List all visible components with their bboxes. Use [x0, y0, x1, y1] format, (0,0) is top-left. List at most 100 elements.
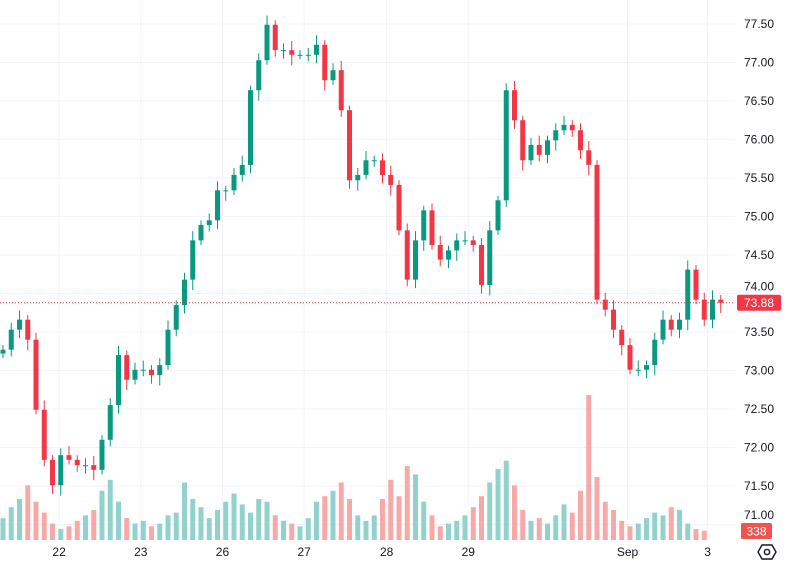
candle-body [545, 140, 550, 155]
volume-bar [149, 526, 154, 540]
volume-bar [677, 509, 682, 540]
volume-bar [396, 496, 402, 540]
candle-body [413, 240, 418, 280]
x-tick-label: 26 [216, 545, 230, 559]
volume-bar [668, 507, 674, 540]
candle-body [0, 349, 6, 354]
volume-bar [0, 518, 6, 540]
candle-body [25, 319, 31, 340]
volume-bar [182, 482, 187, 540]
candle-body [132, 369, 138, 380]
candle-body [677, 319, 682, 330]
volume-bar [41, 512, 47, 540]
y-tick-label: 77.00 [744, 56, 774, 70]
volume-bar [528, 520, 534, 540]
candle-body [446, 250, 451, 260]
volume-bar [437, 526, 443, 540]
y-tick-label: 74.50 [744, 248, 774, 262]
volume-bar [446, 523, 451, 540]
candle-body [347, 110, 352, 181]
candle-body [305, 54, 311, 56]
candle-body [371, 160, 377, 162]
y-tick-label: 72.50 [744, 402, 774, 416]
volume-bar [264, 501, 270, 540]
y-tick-label: 71.00 [744, 508, 774, 522]
volume-bar [272, 515, 278, 540]
candle-body [594, 164, 600, 300]
volume-bar [413, 474, 418, 540]
x-tick-label: 23 [134, 545, 148, 559]
candle-body [74, 459, 80, 466]
candle-body [338, 70, 344, 111]
candle-body [215, 190, 220, 221]
volume-bar [594, 477, 600, 540]
candle-body [668, 319, 674, 330]
candle-body [718, 299, 724, 303]
settings-button[interactable] [756, 541, 778, 563]
volume-bar [289, 523, 295, 540]
candle-body [561, 124, 567, 131]
candle-body [462, 240, 468, 242]
candle-body [256, 60, 262, 91]
y-tick-label: 71.50 [744, 479, 774, 493]
candle-body [140, 369, 146, 371]
volume-bar [421, 501, 427, 540]
candle-body [569, 124, 575, 131]
candle-body [619, 329, 625, 346]
volume-bar [495, 468, 501, 540]
last-volume-badge [741, 523, 772, 539]
candle-body [41, 409, 47, 460]
volume-bar [545, 523, 550, 540]
candle-body [239, 164, 245, 175]
last-price-badge [737, 294, 781, 311]
candle-body [33, 339, 39, 410]
candle-body [116, 355, 121, 406]
candle-body [644, 365, 649, 370]
candle-body [553, 130, 559, 141]
candle-body [157, 365, 163, 376]
candle-body [248, 90, 253, 165]
candle-body [231, 174, 237, 191]
candle-body [421, 210, 427, 241]
volume-bar [388, 479, 394, 540]
candle-body [66, 455, 72, 460]
volume-bar [503, 460, 509, 540]
candle-body [388, 174, 394, 185]
volume-bar [33, 501, 39, 540]
y-tick-label: 76.00 [744, 133, 774, 147]
volume-bar [586, 395, 592, 540]
volume-bar [338, 482, 344, 540]
volume-bar [314, 501, 319, 540]
last-volume-label: 338 [746, 525, 766, 539]
volume-bar [553, 515, 559, 540]
last-price-label: 73.88 [744, 296, 774, 310]
volume-bar [83, 515, 88, 540]
volume-bar [322, 496, 328, 540]
volume-bar [561, 504, 567, 540]
candle-body [8, 329, 14, 350]
candle-body [701, 299, 707, 320]
candle-body [479, 244, 484, 286]
x-tick-label: 29 [462, 545, 476, 559]
candle-body [503, 90, 509, 201]
candle-body [660, 319, 666, 340]
candle-body [685, 269, 691, 320]
x-tick-label: Sep [617, 545, 639, 559]
volume-bar [569, 512, 575, 540]
candle-body [91, 465, 97, 470]
candle-body [578, 130, 583, 151]
volume-bar [512, 485, 517, 540]
volume-bar [404, 466, 410, 540]
volume-bar [190, 498, 196, 540]
volume-bar [660, 515, 666, 540]
settings-icon [757, 544, 777, 560]
candle-body [322, 44, 328, 81]
candle-body [470, 240, 476, 245]
candle-body [297, 54, 303, 56]
candle-body [198, 224, 204, 241]
volume-bar [685, 523, 691, 540]
candle-body [182, 279, 187, 306]
volume-bar [140, 520, 146, 540]
